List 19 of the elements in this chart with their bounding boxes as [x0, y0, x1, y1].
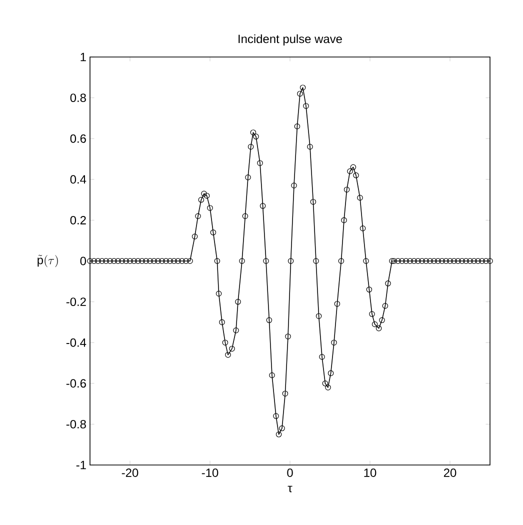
chart-title: Incident pulse wave — [238, 34, 342, 46]
x-axis-title: τ — [288, 486, 292, 492]
x-tick-label: -20 — [122, 468, 138, 477]
x-tick-label: -10 — [202, 468, 218, 477]
y-tick-label: -1 — [76, 460, 86, 470]
x-tick-label: 20 — [444, 468, 456, 477]
y-tick-label: 0.2 — [70, 216, 86, 224]
y-tick-label: 0 — [80, 256, 86, 266]
y-tick-label: 0.4 — [70, 175, 86, 184]
y-tick-label: -0.6 — [66, 379, 86, 388]
y-axis-title: $\tilde{\mathrm{p}}(\tau)$ — [38, 254, 58, 268]
x-tick-label: 0 — [287, 468, 293, 477]
x-tick-label: 10 — [364, 468, 376, 477]
y-tick-label: -0.8 — [66, 420, 86, 428]
y-tick-label: -0.2 — [66, 298, 86, 306]
y-tick-label: -0.4 — [66, 338, 86, 347]
y-tick-label: 0.6 — [70, 134, 86, 143]
y-tick-label: 1 — [80, 52, 86, 62]
y-tick-label: 0.8 — [70, 94, 86, 102]
